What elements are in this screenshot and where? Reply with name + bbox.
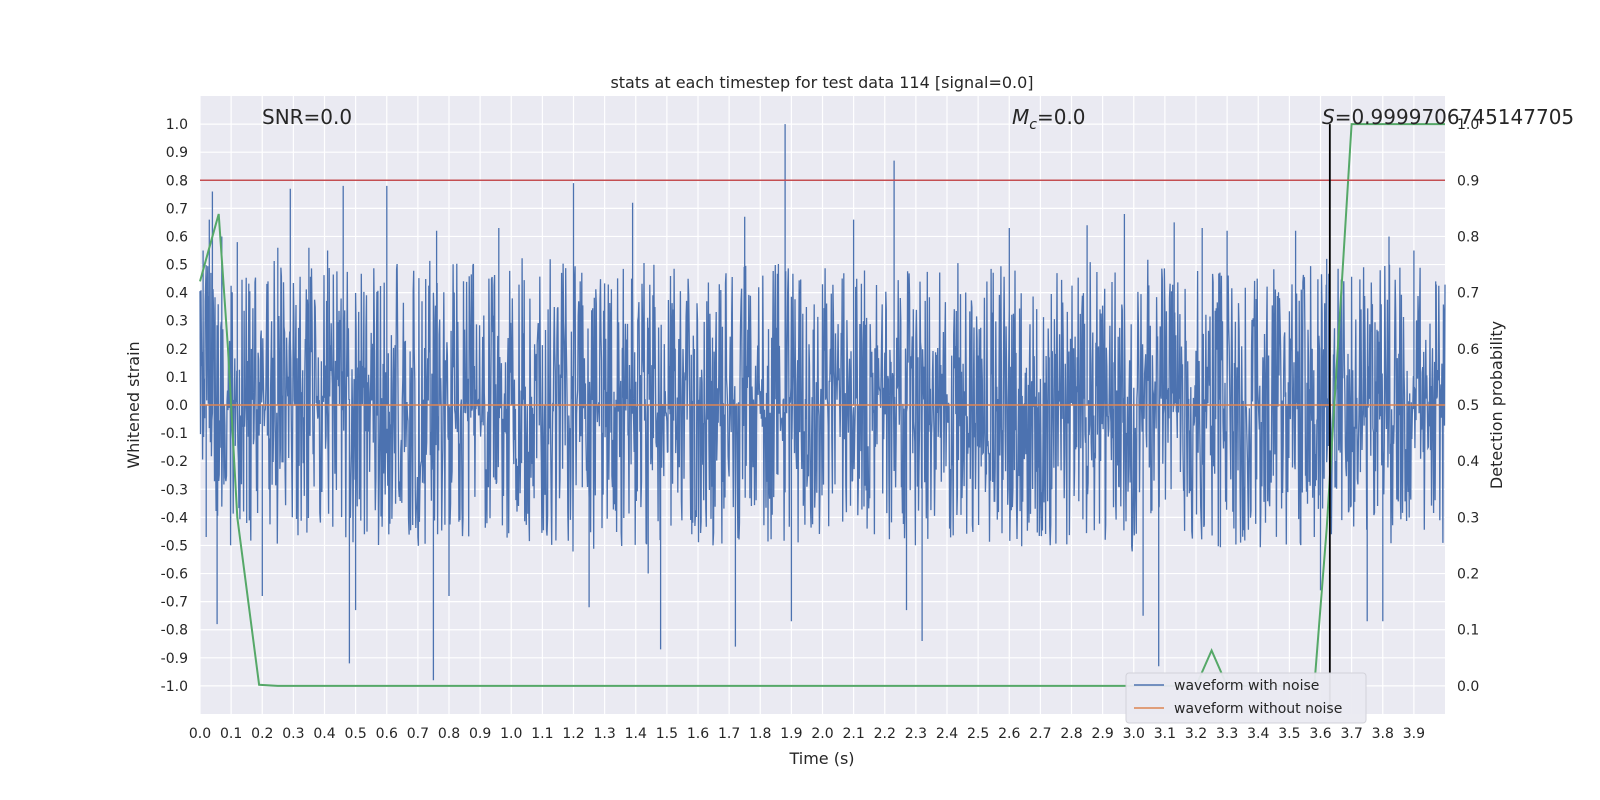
x-tick-label: 2.6 bbox=[998, 726, 1020, 742]
y-tick-label: 0.9 bbox=[166, 145, 188, 161]
y-tick-label: -0.8 bbox=[161, 623, 188, 639]
y-tick-label: -0.5 bbox=[161, 538, 188, 554]
y-tick-label: 0.3 bbox=[166, 314, 188, 330]
y-tick-label: -0.4 bbox=[161, 510, 188, 526]
x-tick-label: 2.4 bbox=[936, 726, 958, 742]
y-tick-label: 0.0 bbox=[166, 398, 188, 414]
y2-tick-label: 0.9 bbox=[1457, 173, 1479, 189]
x-tick-label: 3.0 bbox=[1123, 726, 1145, 742]
x-tick-label: 2.1 bbox=[842, 726, 864, 742]
x-tick-label: 0.2 bbox=[251, 726, 273, 742]
y2-tick-label: 0.2 bbox=[1457, 567, 1479, 583]
x-tick-label: 2.5 bbox=[967, 726, 989, 742]
y2-tick-label: 0.7 bbox=[1457, 286, 1479, 302]
y-tick-label: -0.6 bbox=[161, 567, 188, 583]
waveform-with-noise-line bbox=[199, 124, 1446, 681]
x-tick-label: 2.2 bbox=[874, 726, 896, 742]
x-tick-label: 3.2 bbox=[1185, 726, 1207, 742]
reference-lines bbox=[200, 124, 1445, 714]
y-tick-label: 0.4 bbox=[166, 286, 188, 302]
x-tick-label: 3.5 bbox=[1278, 726, 1300, 742]
y-tick-label: -0.9 bbox=[161, 651, 188, 667]
annotation-mc: Mc=0.0 bbox=[1012, 105, 1086, 133]
legend-label-noise: waveform with noise bbox=[1174, 678, 1319, 694]
x-tick-label: 0.6 bbox=[376, 726, 398, 742]
annotation-mc-subscript: c bbox=[1029, 117, 1037, 133]
chart-title: stats at each timestep for test data 114… bbox=[610, 73, 1033, 92]
x-tick-label: 1.0 bbox=[500, 726, 522, 742]
x-tick-label: 0.9 bbox=[469, 726, 491, 742]
x-tick-label: 1.4 bbox=[625, 726, 647, 742]
y-tick-label: 0.6 bbox=[166, 229, 188, 245]
x-tick-label: 0.5 bbox=[344, 726, 366, 742]
y-tick-label: -0.3 bbox=[161, 482, 188, 498]
annotation-mc-symbol: M bbox=[1012, 105, 1029, 129]
annotation-s-value: =0.9999706745147705 bbox=[1335, 105, 1574, 129]
y2-tick-label: 1.0 bbox=[1457, 117, 1479, 133]
x-tick-labels: 0.0 0.1 0.2 0.3 0.4 0.5 0.6 0.7 0.8 0.9 1.0 1.1 1.2 1… bbox=[189, 726, 1425, 742]
y-axis-label: Whitened strain bbox=[124, 341, 143, 468]
y2-tick-labels: 1.0 0.9 0.8 0.7 0.6 0.5 0.4 0.3 0.2 0.1 0.0 bbox=[1457, 117, 1479, 695]
x-tick-label: 0.8 bbox=[438, 726, 460, 742]
annotation-s-symbol: S bbox=[1322, 105, 1335, 129]
y2-tick-label: 0.5 bbox=[1457, 398, 1479, 414]
x-tick-label: 1.3 bbox=[593, 726, 615, 742]
legend-label-clean: waveform without noise bbox=[1174, 701, 1342, 717]
x-tick-label: 1.7 bbox=[718, 726, 740, 742]
x-tick-label: 3.3 bbox=[1216, 726, 1238, 742]
y-tick-label: 0.1 bbox=[166, 370, 188, 386]
y2-tick-label: 0.0 bbox=[1457, 679, 1479, 695]
x-axis-label: Time (s) bbox=[788, 749, 854, 768]
y-tick-label: -1.0 bbox=[161, 679, 188, 695]
y2-tick-label: 0.4 bbox=[1457, 454, 1479, 470]
y-tick-label: 1.0 bbox=[166, 117, 188, 133]
x-tick-label: 1.2 bbox=[562, 726, 584, 742]
y-tick-label: 0.7 bbox=[166, 201, 188, 217]
x-tick-label: 1.1 bbox=[531, 726, 553, 742]
x-tick-label: 3.7 bbox=[1340, 726, 1362, 742]
x-tick-label: 3.9 bbox=[1403, 726, 1425, 742]
y2-axis-label: Detection probability bbox=[1487, 321, 1506, 489]
x-tick-label: 2.0 bbox=[811, 726, 833, 742]
legend: waveform with noise waveform without noi… bbox=[1125, 672, 1367, 724]
x-tick-label: 3.8 bbox=[1372, 726, 1394, 742]
annotation-snr: SNR=0.0 bbox=[262, 105, 352, 129]
x-tick-label: 0.0 bbox=[189, 726, 211, 742]
x-tick-label: 1.8 bbox=[749, 726, 771, 742]
x-tick-label: 0.3 bbox=[282, 726, 304, 742]
x-tick-label: 1.9 bbox=[780, 726, 802, 742]
y-tick-label: -0.1 bbox=[161, 426, 188, 442]
y2-tick-label: 0.1 bbox=[1457, 623, 1479, 639]
x-tick-label: 2.9 bbox=[1091, 726, 1113, 742]
x-tick-label: 3.4 bbox=[1247, 726, 1269, 742]
y-tick-label: 0.5 bbox=[166, 258, 188, 274]
x-tick-label: 2.3 bbox=[905, 726, 927, 742]
x-tick-label: 3.1 bbox=[1154, 726, 1176, 742]
annotation-s: S=0.9999706745147705 bbox=[1322, 105, 1574, 129]
series-waveform-with-noise bbox=[199, 124, 1446, 681]
x-tick-label: 0.1 bbox=[220, 726, 242, 742]
annotation-mc-value: =0.0 bbox=[1037, 105, 1086, 129]
x-tick-label: 2.7 bbox=[1029, 726, 1051, 742]
y2-tick-label: 0.8 bbox=[1457, 229, 1479, 245]
y-tick-label: -0.2 bbox=[161, 454, 188, 470]
x-tick-label: 1.5 bbox=[656, 726, 678, 742]
y-tick-label: 0.2 bbox=[166, 342, 188, 358]
x-tick-label: 0.4 bbox=[313, 726, 335, 742]
y2-tick-label: 0.6 bbox=[1457, 342, 1479, 358]
x-tick-label: 1.6 bbox=[687, 726, 709, 742]
x-tick-label: 3.6 bbox=[1309, 726, 1331, 742]
y-tick-labels: 1.0 0.9 0.8 0.7 0.6 0.5 0.4 0.3 0.2 0.1 0.0 -0.1 -0.… bbox=[161, 117, 188, 695]
y2-tick-label: 0.3 bbox=[1457, 510, 1479, 526]
x-tick-label: 0.7 bbox=[407, 726, 429, 742]
x-tick-label: 2.8 bbox=[1060, 726, 1082, 742]
y-tick-label: -0.7 bbox=[161, 595, 188, 611]
legend-box bbox=[1125, 672, 1367, 724]
y-tick-label: 0.8 bbox=[166, 173, 188, 189]
